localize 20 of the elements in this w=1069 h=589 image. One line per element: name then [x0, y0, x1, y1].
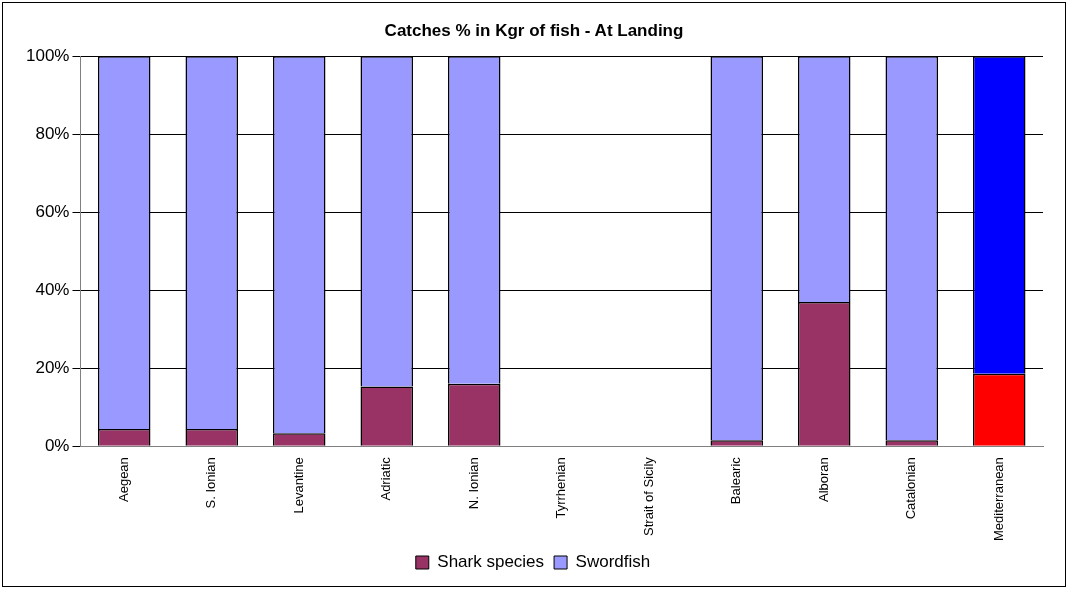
chart-title: Catches % in Kgr of fish - At Landing	[383, 21, 685, 41]
legend-label: Swordfish	[575, 552, 651, 572]
x-tick-label: Aegean	[115, 457, 131, 502]
x-tick-label: Tyrrhenian	[553, 457, 569, 519]
x-tick-label: Balearic	[728, 456, 744, 505]
x-tick-label: Alboran	[815, 457, 831, 502]
y-tick-label: 100%	[26, 45, 70, 65]
y-tick-label: 60%	[35, 201, 70, 221]
x-tick-label: Levantine	[290, 457, 306, 514]
x-tick-label: Adriatic	[378, 456, 394, 501]
legend-label: Shark species	[437, 552, 545, 572]
y-tick-label: 40%	[35, 279, 70, 299]
x-tick-label: Mediterranean	[990, 457, 1006, 541]
x-tick-label: Strait of Sicily	[640, 456, 656, 536]
x-tick-label: S. Ionian	[203, 457, 219, 509]
x-tick-label: Catalonian	[903, 457, 919, 520]
y-tick-label: 80%	[35, 123, 70, 143]
y-tick-label: 20%	[35, 357, 70, 377]
x-tick-label: N. Ionian	[465, 457, 481, 510]
y-tick-label: 0%	[44, 435, 70, 455]
